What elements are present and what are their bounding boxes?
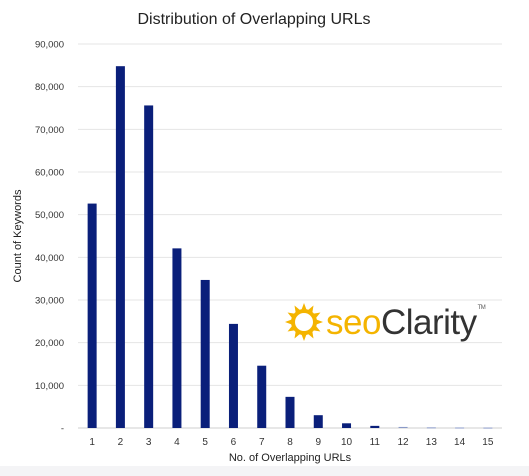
bar-7 (257, 365, 267, 428)
logo-seo: seo (326, 302, 381, 342)
x-tick-label: 4 (174, 437, 180, 448)
x-tick-label: 1 (89, 437, 95, 448)
y-tick-label: 70,000 (35, 125, 64, 136)
bar-12 (398, 426, 408, 428)
bar-8 (285, 396, 295, 428)
x-tick-label: 12 (398, 437, 410, 448)
x-tick-label: 3 (146, 437, 152, 448)
y-axis-label: Count of Keywords (12, 189, 24, 282)
y-tick-label: 30,000 (35, 296, 64, 307)
logo-wordmark: seoClarityTM (326, 302, 486, 342)
y-tick-label: 10,000 (35, 381, 64, 392)
x-axis-label: No. of Overlapping URLs (229, 452, 352, 464)
bar-1 (87, 203, 97, 428)
x-tick-label: 11 (370, 437, 381, 448)
y-tick-label: - (61, 424, 64, 435)
y-tick-label: 80,000 (35, 82, 64, 93)
x-tick-label: 10 (341, 437, 353, 448)
bar-11 (370, 425, 380, 428)
x-tick-label: 14 (454, 437, 466, 448)
x-tick-label: 15 (482, 437, 494, 448)
footer-strip (0, 466, 529, 476)
bar-5 (200, 279, 210, 428)
bar-13 (426, 427, 436, 429)
grid-lines (78, 43, 502, 429)
bar-3 (144, 105, 154, 428)
bar-4 (172, 248, 182, 428)
bar-6 (228, 323, 238, 428)
x-tick-label: 7 (259, 437, 265, 448)
logo-clarity: Clarity (380, 302, 477, 342)
x-tick-labels: 1 2 3 4 5 6 7 8 9 10 11 12 13 14 15 (89, 437, 494, 448)
y-tick-label: 40,000 (35, 253, 64, 264)
x-tick-label: 2 (118, 437, 124, 448)
logo-trademark: TM (477, 304, 486, 311)
sun-gear-icon (285, 303, 323, 341)
bar-2 (115, 66, 125, 428)
seoclarity-logo: seoClarityTM (284, 300, 489, 344)
x-tick-label: 8 (287, 437, 293, 448)
y-tick-labels: - 10,000 20,000 30,000 40,000 50,000 60,000 70,… (35, 40, 64, 435)
bar-14 (455, 427, 465, 429)
x-tick-label: 6 (231, 437, 237, 448)
x-tick-label: 9 (315, 437, 321, 448)
bar-10 (342, 423, 352, 428)
chart-title: Distribution of Overlapping URLs (138, 11, 371, 28)
y-tick-label: 60,000 (35, 168, 64, 179)
bar-15 (483, 427, 493, 429)
y-tick-label: 50,000 (35, 210, 64, 221)
x-tick-label: 5 (202, 437, 208, 448)
bars (87, 66, 493, 429)
y-tick-label: 90,000 (35, 40, 64, 51)
bar-9 (313, 415, 323, 428)
x-tick-label: 13 (426, 437, 438, 448)
y-tick-label: 20,000 (35, 338, 64, 349)
